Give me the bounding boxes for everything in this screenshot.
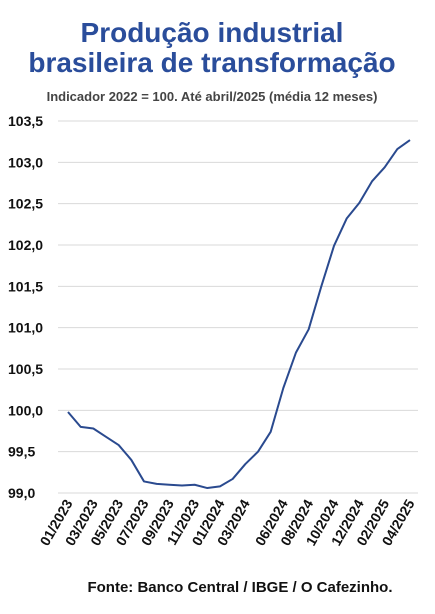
chart-title: Produção industrial: [81, 17, 344, 48]
y-tick-label: 100,0: [8, 402, 43, 418]
data-line: [67, 139, 411, 490]
chart-subtitle: Indicador 2022 = 100. Até abril/2025 (mé…: [47, 89, 378, 104]
y-tick-label: 103,5: [8, 113, 43, 129]
y-tick-label: 99,5: [8, 444, 35, 460]
y-tick-label: 101,5: [8, 278, 43, 294]
y-tick-label: 101,0: [8, 320, 43, 336]
y-tick-label: 103,0: [8, 154, 43, 170]
y-tick-label: 102,0: [8, 237, 43, 253]
chart-title: brasileira de transformação: [28, 47, 395, 78]
y-tick-label: 102,5: [8, 196, 43, 212]
y-tick-label: 100,5: [8, 361, 43, 377]
y-tick-label: 99,0: [8, 485, 35, 501]
source: Fonte: Banco Central / IBGE / O Cafezinh…: [87, 579, 392, 596]
